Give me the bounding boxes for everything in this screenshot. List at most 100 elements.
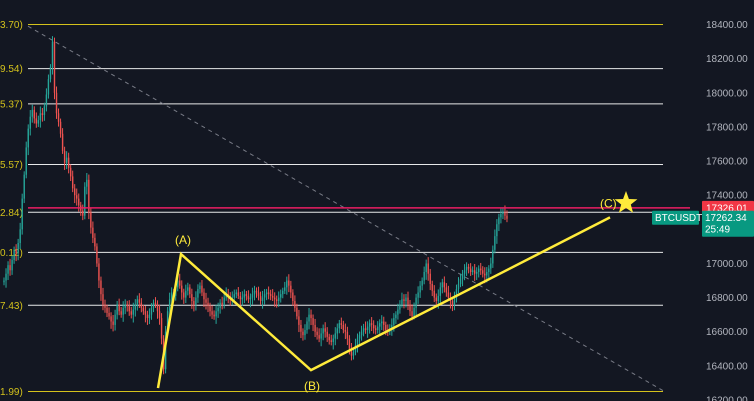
candle-body [372,324,375,329]
candle-body [463,270,466,274]
candle-body [484,273,486,276]
candle-body [322,328,324,334]
candle-body [39,113,42,121]
candle-body [310,314,312,319]
fib-label: 1.99) [0,387,23,398]
candle-body [150,307,153,315]
candle-body [191,294,193,302]
candle-body [25,147,27,175]
candle-body [453,297,456,305]
candle-body [445,287,448,293]
candle-body [209,306,211,312]
candle-body [189,287,191,295]
candle-body [166,311,169,332]
candle-body [488,268,490,272]
candle-body [21,198,23,230]
candle-body [179,280,181,286]
candle-body [138,299,141,303]
fib-label: 2.84) [0,208,23,219]
candle-body [43,106,46,115]
current-price-tag [702,210,754,237]
candle-body [51,41,54,68]
candle-body [302,331,304,336]
candle-body [106,307,108,313]
candle-body [118,304,120,312]
candle-body [308,314,310,322]
candle-body [318,335,320,339]
candle-body [215,311,217,317]
descending-trendline [27,25,664,392]
candle-body [401,299,403,305]
candle-body [15,249,17,254]
candle-body [49,67,52,80]
candle-body [419,285,421,293]
candle-body [211,311,213,315]
candle-body [411,311,413,317]
candle-body [223,297,225,305]
candle-body [425,263,427,272]
candle-body [203,292,205,300]
candle-body [158,311,161,319]
candle-body [86,179,88,187]
candle-body [383,321,385,325]
candle-body [457,283,460,290]
candle-body [427,263,429,274]
candle-body [451,301,454,305]
candle-body [207,302,209,307]
candle-body [370,323,373,325]
candle-body [271,295,274,298]
candle-body [140,302,143,308]
y-tick-label: 16600.00 [706,327,748,338]
symbol-label: BTCUSDT [655,213,702,224]
candle-body [94,237,96,247]
candle-body [177,280,179,288]
candle-body [136,299,139,305]
candle-body [265,292,268,295]
fib-label: 3.70) [0,20,23,31]
candle-body [292,292,294,302]
candle-body [431,283,433,291]
candle-body [61,133,64,151]
candle-body [362,328,365,332]
candle-body [29,116,31,129]
candle-body [9,265,11,271]
candle-body [482,270,484,274]
fib-label: 0.12) [0,248,23,259]
candle-body [142,307,145,312]
candle-body [364,328,367,331]
y-tick-label: 18000.00 [706,88,748,99]
candle-body [217,307,219,312]
candle-body [480,268,482,271]
candle-body [255,290,258,293]
candle-body [160,318,163,339]
fib-label: 5.37) [0,99,23,110]
candle-body [187,287,189,291]
candle-body [261,297,264,302]
y-tick-label: 17800.00 [706,122,748,133]
candle-body [393,318,395,325]
candle-body [352,352,355,356]
candle-body [130,311,132,315]
candle-body [399,304,401,310]
candle-body [156,304,159,312]
candle-body [120,311,122,315]
candle-body [437,295,439,302]
candle-body [502,212,504,214]
candle-body [443,282,446,288]
candle-body [342,324,345,331]
candle-body [346,331,349,339]
candle-body [84,186,86,216]
candle-body [257,292,260,296]
candle-body [235,292,237,295]
candle-body [199,285,201,290]
candle-body [358,335,361,339]
candle-body [241,297,244,300]
candle-body [471,270,474,272]
wave-line [156,216,611,389]
candle-body [494,236,496,250]
candle-body [296,307,298,317]
trendline [27,25,664,392]
candle-body [183,292,185,298]
